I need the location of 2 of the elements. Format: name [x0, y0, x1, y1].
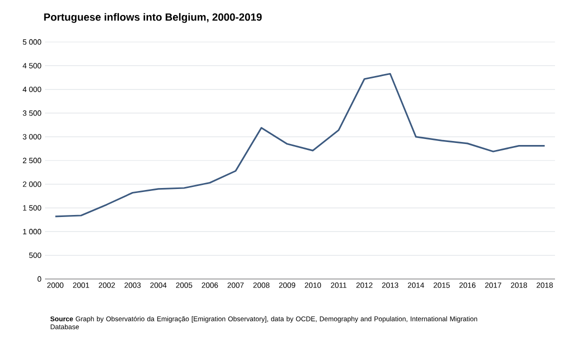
line-series	[54, 72, 546, 218]
chart-title: Portuguese inflows into Belgium, 2000-2019	[44, 13, 262, 23]
